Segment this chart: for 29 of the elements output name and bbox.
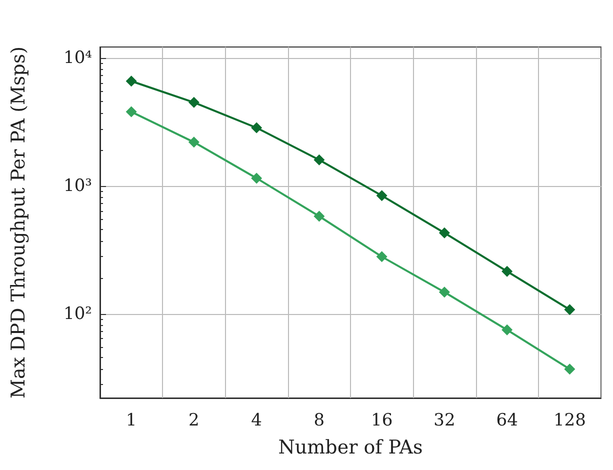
x-tick-label: 1 (126, 410, 137, 430)
x-tick-label: 2 (188, 410, 200, 430)
point (564, 304, 576, 316)
x-tick-label: 128 (553, 410, 586, 430)
point (314, 210, 325, 222)
y-tick-label: 10⁴ (64, 48, 92, 68)
y-axis-title: Max DPD Throughput Per PA (Msps) (8, 46, 30, 399)
point (314, 154, 325, 166)
point (251, 122, 262, 134)
x-tick-label: 64 (496, 410, 518, 430)
x-axis-title: Number of PAs (278, 436, 423, 458)
point (126, 106, 137, 118)
point (376, 190, 388, 202)
x-tick-label: 32 (434, 410, 456, 430)
point (251, 172, 262, 184)
y-tick-label: 10³ (64, 176, 92, 196)
point (188, 136, 200, 148)
y-tick-label: 10² (64, 304, 92, 324)
point (188, 96, 200, 108)
x-tick-label: 4 (251, 410, 262, 430)
point (438, 227, 450, 238)
point (502, 266, 513, 277)
point (438, 286, 450, 298)
point (376, 251, 388, 262)
x-tick-label: 8 (314, 410, 325, 430)
point (126, 76, 137, 87)
x-tick-label: 16 (370, 410, 393, 430)
point (564, 364, 576, 375)
point (502, 324, 513, 336)
